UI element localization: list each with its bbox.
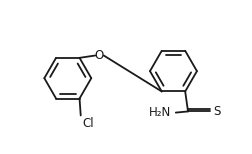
Text: O: O: [94, 49, 104, 62]
Text: H₂N: H₂N: [149, 106, 171, 119]
Text: S: S: [212, 105, 220, 118]
Text: Cl: Cl: [82, 117, 94, 130]
